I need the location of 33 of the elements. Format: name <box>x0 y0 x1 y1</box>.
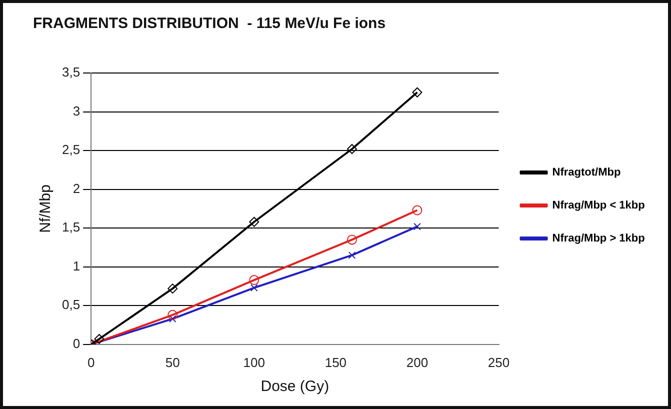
legend-label: Nfrag/Mbp < 1kbp <box>552 200 646 212</box>
x-axis-title: Dose (Gy) <box>260 378 330 396</box>
point <box>168 310 178 320</box>
y-tick-label: 2,5 <box>62 142 80 158</box>
point <box>168 284 178 294</box>
y-tick-label: 1,5 <box>62 220 80 235</box>
x-tick-label: 200 <box>406 354 428 370</box>
point <box>250 284 258 292</box>
point <box>346 144 357 154</box>
x-tick-label: 250 <box>488 354 510 370</box>
legend-label: Nfrag/Mbp > 1kbp <box>552 232 646 245</box>
point <box>249 216 260 227</box>
point <box>94 334 104 344</box>
y-tick-label: 0 <box>72 336 80 351</box>
point <box>168 315 176 322</box>
point <box>249 275 260 286</box>
x-tick-label: 150 <box>324 354 347 370</box>
legend-label: Nfragtot/Mbp <box>552 166 621 179</box>
x-tick-label: 50 <box>165 354 180 370</box>
point <box>348 252 356 259</box>
y-tick-label: 2 <box>72 180 80 196</box>
x-tick-label: 100 <box>243 354 265 370</box>
y-tick-label: 3 <box>72 103 80 118</box>
y-axis-title: Nf/Mbp <box>37 184 54 233</box>
point <box>414 222 421 230</box>
y-tick-label: 0,5 <box>62 297 80 312</box>
y-tick-label: 1 <box>72 258 80 274</box>
point <box>346 234 357 245</box>
x-tick-label: 0 <box>87 354 95 370</box>
point <box>412 87 422 98</box>
point <box>412 205 422 216</box>
chart-title: FRAGMENTS DISTRIBUTION - 115 MeV/u Fe ions <box>33 15 386 32</box>
y-tick-label: 3,5 <box>62 64 80 80</box>
